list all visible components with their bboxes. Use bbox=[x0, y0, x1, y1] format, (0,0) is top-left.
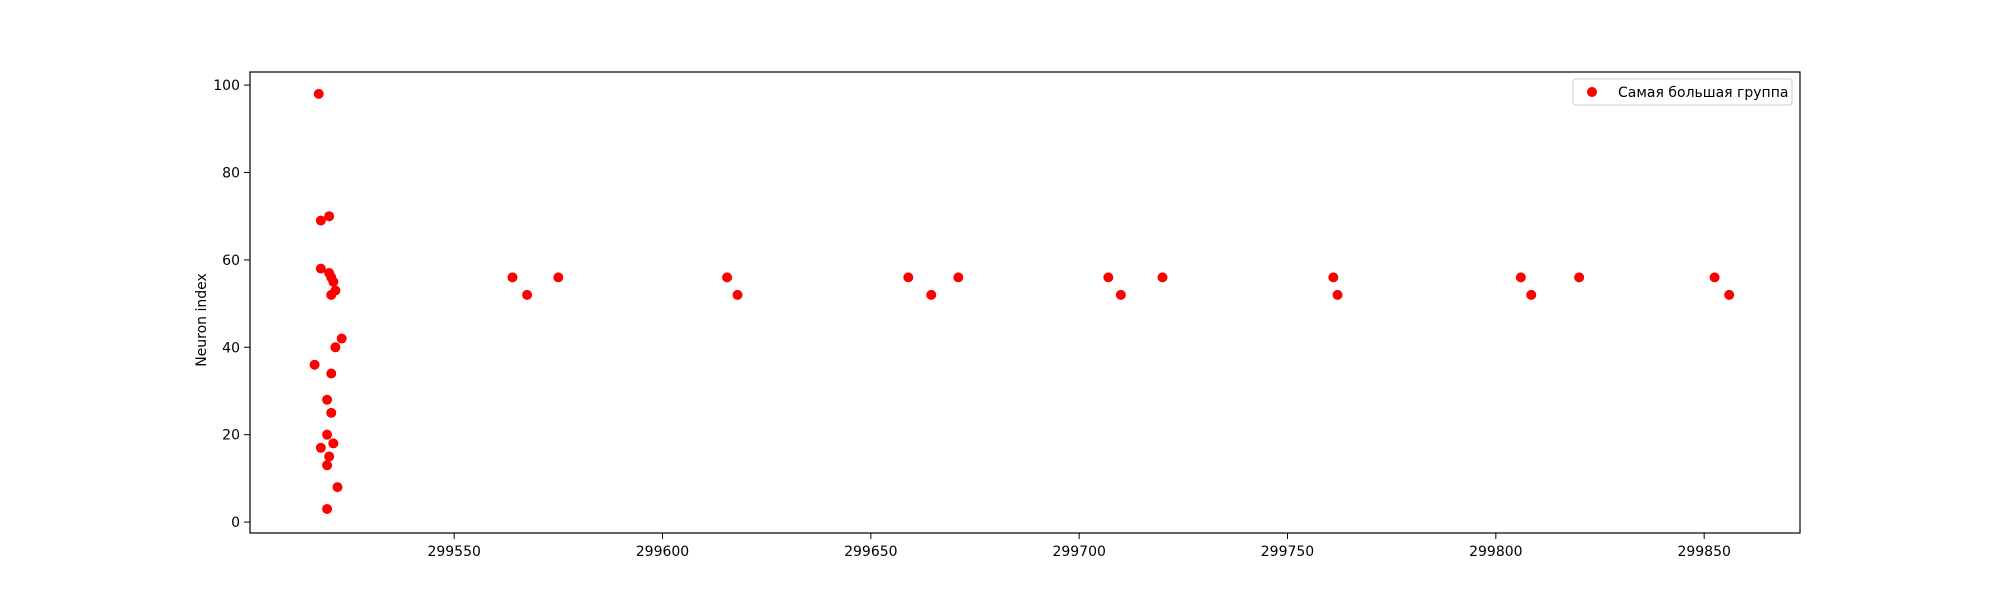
y-axis-label: Neuron index bbox=[194, 273, 210, 367]
data-point bbox=[1515, 272, 1526, 283]
legend-marker bbox=[1587, 87, 1597, 97]
y-tick-label: 100 bbox=[213, 78, 240, 94]
data-point bbox=[328, 438, 339, 449]
data-point bbox=[1724, 289, 1735, 300]
y-tick-label: 20 bbox=[222, 428, 240, 444]
data-point bbox=[1115, 289, 1126, 300]
data-point bbox=[322, 394, 333, 405]
legend: Самая большая группа bbox=[1572, 78, 1793, 106]
y-tick-label: 60 bbox=[222, 253, 240, 269]
data-point bbox=[1332, 289, 1343, 300]
data-points bbox=[309, 88, 1735, 514]
data-point bbox=[322, 503, 333, 514]
plot-frame bbox=[249, 71, 1801, 534]
x-tick-label: 299700 bbox=[1052, 544, 1105, 560]
data-point bbox=[336, 333, 347, 344]
data-point bbox=[522, 289, 533, 300]
y-axis-ticks: 0 20 40 60 80 100 bbox=[213, 78, 250, 531]
y-tick-label: 40 bbox=[222, 340, 240, 356]
x-tick-label: 299800 bbox=[1469, 544, 1522, 560]
data-point bbox=[732, 289, 743, 300]
data-point bbox=[1526, 289, 1537, 300]
legend-box bbox=[1572, 78, 1793, 106]
y-tick-label: 80 bbox=[222, 166, 240, 182]
data-point bbox=[315, 442, 326, 453]
data-point bbox=[1103, 272, 1114, 283]
legend-label: Самая большая группа bbox=[1618, 85, 1788, 101]
data-point bbox=[722, 272, 733, 283]
data-point bbox=[903, 272, 914, 283]
data-point bbox=[332, 482, 343, 493]
x-tick-label: 299600 bbox=[636, 544, 689, 560]
data-point bbox=[1574, 272, 1585, 283]
data-point bbox=[315, 263, 326, 274]
data-point bbox=[1157, 272, 1168, 283]
data-point bbox=[326, 368, 337, 379]
data-point bbox=[330, 342, 341, 353]
data-point bbox=[1328, 272, 1339, 283]
x-tick-label: 299850 bbox=[1677, 544, 1730, 560]
data-point bbox=[315, 215, 326, 226]
data-point bbox=[324, 211, 335, 222]
data-point bbox=[309, 359, 320, 370]
data-point bbox=[328, 276, 339, 287]
y-tick-label: 0 bbox=[231, 515, 240, 531]
data-point bbox=[313, 88, 324, 99]
data-point bbox=[326, 289, 337, 300]
x-tick-label: 299750 bbox=[1261, 544, 1314, 560]
data-point bbox=[1709, 272, 1720, 283]
data-point bbox=[926, 289, 937, 300]
x-axis-ticks: 299550 299600 299650 299700 299750 299800 2998… bbox=[427, 533, 1731, 560]
data-point bbox=[322, 460, 333, 471]
data-point bbox=[322, 429, 333, 440]
x-tick-label: 299650 bbox=[844, 544, 897, 560]
data-point bbox=[324, 451, 335, 462]
data-point bbox=[553, 272, 564, 283]
x-tick-label: 299550 bbox=[427, 544, 480, 560]
data-point bbox=[953, 272, 964, 283]
data-point bbox=[507, 272, 518, 283]
data-point bbox=[326, 407, 337, 418]
